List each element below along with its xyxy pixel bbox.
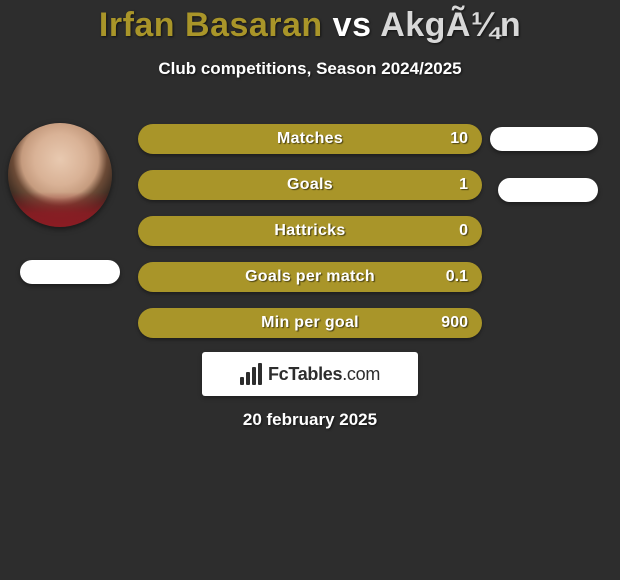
stat-value: 1 xyxy=(459,176,468,194)
stat-label: Goals xyxy=(138,176,482,194)
stat-bar-goals: Goals 1 xyxy=(138,170,482,200)
bar-chart-icon xyxy=(240,363,262,385)
logo-domain: .com xyxy=(342,364,380,384)
date-text: 20 february 2025 xyxy=(0,410,620,430)
player2-placeholder-pill-2 xyxy=(498,178,598,202)
stat-value: 10 xyxy=(450,130,468,148)
stat-label: Matches xyxy=(138,130,482,148)
player1-placeholder-pill xyxy=(20,260,120,284)
stat-bar-hattricks: Hattricks 0 xyxy=(138,216,482,246)
logo-brand: FcTables xyxy=(268,364,342,384)
page-title: Irfan Basaran vs AkgÃ¼n xyxy=(0,0,620,45)
stat-label: Hattricks xyxy=(138,222,482,240)
fctables-logo: FcTables.com xyxy=(202,352,418,396)
title-vs: vs xyxy=(333,6,372,44)
stat-label: Goals per match xyxy=(138,268,482,286)
logo-text: FcTables.com xyxy=(268,364,380,385)
stat-bar-goals-per-match: Goals per match 0.1 xyxy=(138,262,482,292)
stat-value: 900 xyxy=(441,314,468,332)
title-player1: Irfan Basaran xyxy=(99,6,323,44)
stats-bars: Matches 10 Goals 1 Hattricks 0 Goals per… xyxy=(138,124,482,354)
player1-avatar xyxy=(8,123,112,227)
player2-placeholder-pill-1 xyxy=(490,127,598,151)
stat-value: 0.1 xyxy=(446,268,468,286)
stat-bar-min-per-goal: Min per goal 900 xyxy=(138,308,482,338)
title-player2: AkgÃ¼n xyxy=(380,6,521,44)
subtitle: Club competitions, Season 2024/2025 xyxy=(0,59,620,79)
stat-label: Min per goal xyxy=(138,314,482,332)
stat-value: 0 xyxy=(459,222,468,240)
stat-bar-matches: Matches 10 xyxy=(138,124,482,154)
